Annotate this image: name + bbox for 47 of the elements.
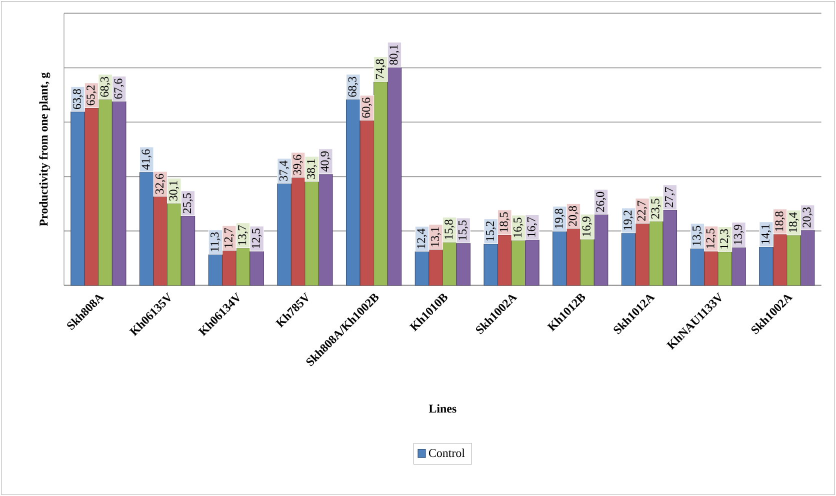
data-label: 27,7 xyxy=(664,187,675,208)
data-label: 18,4 xyxy=(788,212,799,232)
data-label: 68,3 xyxy=(100,76,110,97)
legend-label: Control xyxy=(428,448,465,458)
data-label: 16,7 xyxy=(527,217,538,237)
data-label: 20,3 xyxy=(802,207,812,228)
data-label: 80,1 xyxy=(390,44,400,65)
data-label: 12,5 xyxy=(706,228,716,248)
data-label: 16,5 xyxy=(514,218,524,238)
data-label: 12,5 xyxy=(252,228,262,248)
x-axis-title: Lines xyxy=(428,404,456,413)
data-label: 12,4 xyxy=(417,228,427,248)
data-label: 25,5 xyxy=(183,193,193,214)
data-label: 74,8 xyxy=(376,59,386,79)
y-axis-title: Productivity from one plant, g xyxy=(39,72,50,226)
data-label: 15,2 xyxy=(486,221,496,241)
data-label: 60,6 xyxy=(362,98,372,118)
data-label: 65,2 xyxy=(86,85,96,106)
data-label: 19,8 xyxy=(554,208,565,228)
data-label: 16,9 xyxy=(582,216,592,236)
data-label: 13,1 xyxy=(430,227,441,246)
data-label: 13,9 xyxy=(734,224,744,244)
data-label: 20,8 xyxy=(568,206,578,226)
data-label: 68,3 xyxy=(348,76,358,97)
data-label: 11,3 xyxy=(210,232,220,252)
data-label: 12,7 xyxy=(224,228,234,248)
data-label: 18,8 xyxy=(775,211,785,231)
data-label: 19,2 xyxy=(624,210,634,230)
data-label: 15,8 xyxy=(444,220,454,240)
data-label: 63,8 xyxy=(72,89,83,110)
data-label: 40,9 xyxy=(320,151,331,172)
data-label: 26,0 xyxy=(596,192,606,212)
data-label: 38,1 xyxy=(306,159,317,179)
data-label: 41,6 xyxy=(142,149,152,170)
data-label: 32,6 xyxy=(156,174,166,194)
data-label: 30,1 xyxy=(169,180,180,201)
data-label: 15,5 xyxy=(458,220,468,240)
data-label: 37,4 xyxy=(279,160,290,181)
data-label: 67,6 xyxy=(114,78,124,99)
data-label: 22,7 xyxy=(637,200,648,221)
data-label: 12,3 xyxy=(720,229,730,249)
data-label: 13,5 xyxy=(692,226,702,246)
data-label: 18,5 xyxy=(500,212,510,232)
data-label: 14,1 xyxy=(761,224,772,244)
data-label: 23,5 xyxy=(651,198,661,219)
data-label: 13,7 xyxy=(238,225,248,245)
data-label: 39,6 xyxy=(293,154,303,175)
